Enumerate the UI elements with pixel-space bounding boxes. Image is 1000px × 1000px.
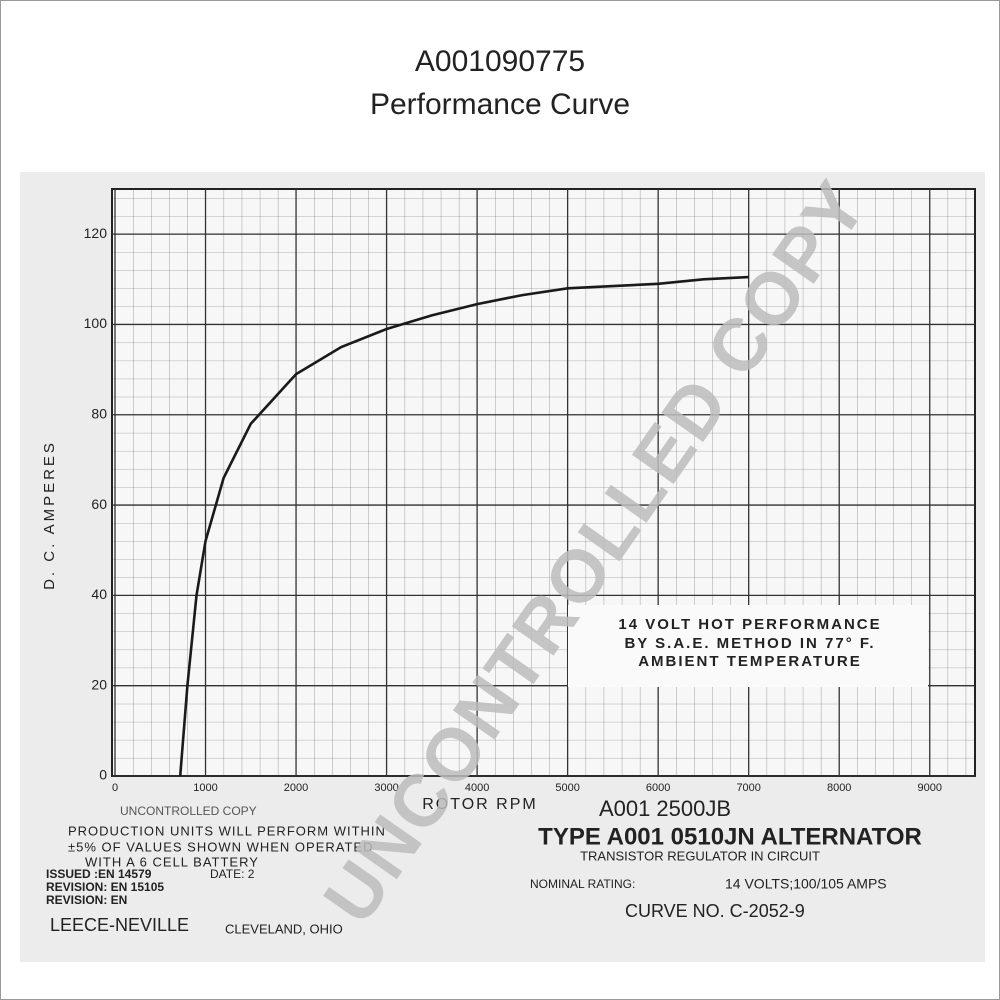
note: REVISION: EN 15105 [46,880,164,894]
annotation-line: 14 VOLT HOT PERFORMANCE [618,616,881,633]
note: ISSUED :EN 14579 [46,867,152,881]
x-tick-label: 1000 [193,782,217,794]
annotation-line: AMBIENT TEMPERATURE [638,653,862,670]
y-tick-label: 40 [91,586,107,602]
x-tick-label: 2000 [284,782,308,794]
y-tick-label: 80 [91,405,107,421]
y-tick-label: 0 [99,767,107,783]
stamp: UNCONTROLLED COPY [120,804,257,818]
y-tick-label: 100 [84,315,108,331]
note: TRANSISTOR REGULATOR IN CIRCUIT [580,848,820,863]
note: REVISION: EN [46,893,127,907]
chart-title: A001090775 [415,45,585,78]
note: ±5% OF VALUES SHOWN WHEN OPERATED [68,839,373,854]
note: WITH A 6 CELL BATTERY [85,854,259,869]
x-tick-label: 5000 [555,782,579,794]
note: LEECE-NEVILLE [50,915,189,935]
x-tick-label: 4000 [465,782,489,794]
note: CLEVELAND, OHIO [225,921,343,936]
data-line [178,275,749,777]
x-tick-label: 3000 [374,782,398,794]
note: NOMINAL RATING: [530,877,635,891]
note: TYPE A001 0510JN ALTERNATOR [538,823,922,850]
x-tick-label: 8000 [827,782,851,794]
note: DATE: 2 [210,867,255,881]
x-axis-label: ROTOR RPM [422,796,537,813]
note: PRODUCTION UNITS WILL PERFORM WITHIN [68,823,386,838]
x-tick-label: 9000 [917,782,941,794]
y-tick-label: 120 [84,225,108,241]
x-tick-label: 0 [112,782,118,794]
note: 14 VOLTS;100/105 AMPS [725,876,887,892]
y-tick-label: 60 [91,496,107,512]
annotation-box [568,605,928,687]
x-tick-label: 6000 [646,782,670,794]
note: CURVE NO. C-2052-9 [625,901,805,921]
y-axis-label: D. C. AMPERES [41,440,58,590]
x-tick-label: 7000 [736,782,760,794]
y-tick-label: 20 [91,676,107,692]
annotation-line: BY S.A.E. METHOD IN 77° F. [624,635,875,652]
chart-subtitle: Performance Curve [370,88,630,121]
note: A001 2500JB [599,796,731,821]
